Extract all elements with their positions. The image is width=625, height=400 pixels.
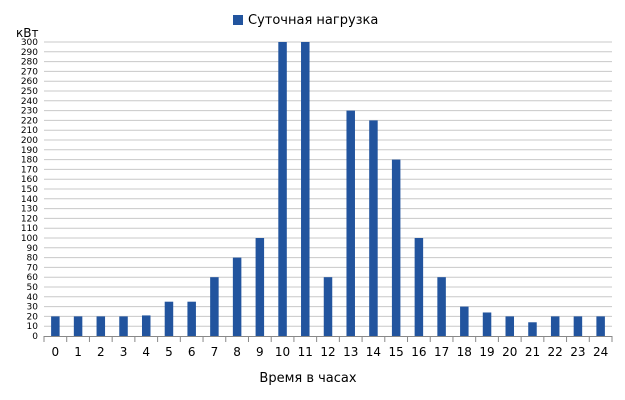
bar xyxy=(323,277,333,336)
bar xyxy=(232,257,242,336)
y-unit-label: кВт xyxy=(16,26,38,40)
y-tick-label: 190 xyxy=(21,146,38,156)
bar xyxy=(164,301,174,336)
y-tick-label: 50 xyxy=(27,283,39,293)
bar xyxy=(278,42,287,336)
legend-label: Суточная нагрузка xyxy=(248,13,378,28)
x-tick-label: 4 xyxy=(142,345,150,359)
y-tick-label: 120 xyxy=(21,214,38,224)
x-tick-label: 8 xyxy=(233,345,241,359)
x-tick-label: 20 xyxy=(502,345,517,359)
y-tick-label: 170 xyxy=(21,165,38,175)
y-tick-label: 130 xyxy=(21,205,38,215)
legend-swatch xyxy=(233,15,243,25)
y-axis-ticks: 0102030405060708090100110120130140150160… xyxy=(21,38,38,342)
bar xyxy=(596,316,605,336)
bar xyxy=(414,238,424,336)
x-tick-label: 15 xyxy=(389,345,404,359)
y-tick-label: 70 xyxy=(27,263,39,273)
y-tick-label: 280 xyxy=(21,58,38,68)
x-tick-label: 22 xyxy=(548,345,563,359)
bar xyxy=(73,316,83,336)
x-tick-label: 7 xyxy=(211,345,219,359)
y-tick-label: 200 xyxy=(21,136,38,146)
y-tick-label: 90 xyxy=(27,244,39,254)
bar xyxy=(528,322,537,336)
y-tick-label: 140 xyxy=(21,195,38,205)
y-tick-label: 300 xyxy=(21,38,38,48)
grid-lines xyxy=(44,41,612,327)
x-tick-label: 6 xyxy=(188,345,196,359)
bar xyxy=(550,316,560,336)
y-tick-label: 220 xyxy=(21,116,38,126)
bar xyxy=(301,42,310,336)
x-tick-label: 18 xyxy=(457,345,472,359)
x-tick-label: 16 xyxy=(411,345,426,359)
y-tick-label: 150 xyxy=(21,185,38,195)
bar xyxy=(391,159,401,336)
y-tick-label: 160 xyxy=(21,175,38,185)
y-tick-label: 290 xyxy=(21,48,38,58)
x-tick-label: 5 xyxy=(165,345,173,359)
x-tick-label: 13 xyxy=(343,345,358,359)
x-tick-label: 2 xyxy=(97,345,105,359)
bar xyxy=(573,316,583,336)
y-tick-label: 230 xyxy=(21,107,38,117)
y-tick-label: 0 xyxy=(32,332,38,342)
y-tick-label: 100 xyxy=(21,234,38,244)
bar xyxy=(210,277,219,336)
y-tick-label: 40 xyxy=(27,293,39,303)
y-tick-label: 110 xyxy=(21,224,38,234)
x-tick-label: 9 xyxy=(256,345,264,359)
x-tick-label: 10 xyxy=(275,345,290,359)
x-tick-label: 12 xyxy=(320,345,335,359)
bar xyxy=(255,238,265,336)
bar xyxy=(437,277,446,336)
bar xyxy=(187,301,196,336)
y-tick-label: 10 xyxy=(27,322,39,332)
bar xyxy=(141,315,151,336)
bar xyxy=(460,306,469,336)
bar xyxy=(51,316,60,336)
x-tick-label: 19 xyxy=(479,345,494,359)
x-tick-label: 17 xyxy=(434,345,449,359)
y-tick-label: 20 xyxy=(27,312,39,322)
y-tick-label: 180 xyxy=(21,156,38,166)
x-tick-label: 1 xyxy=(74,345,82,359)
legend: Суточная нагрузка xyxy=(233,13,378,28)
bar xyxy=(119,316,128,336)
bar xyxy=(96,316,106,336)
x-tick-label: 0 xyxy=(52,345,60,359)
y-tick-label: 80 xyxy=(27,254,39,264)
y-tick-label: 240 xyxy=(21,97,38,107)
y-tick-label: 30 xyxy=(27,303,39,313)
y-tick-label: 250 xyxy=(21,87,38,97)
bar xyxy=(369,120,378,337)
x-axis-title: Время в часах xyxy=(259,371,356,386)
x-tick-label: 24 xyxy=(593,345,608,359)
x-tick-label: 3 xyxy=(120,345,128,359)
x-axis xyxy=(43,336,613,342)
x-tick-label: 11 xyxy=(298,345,313,359)
x-axis-ticks: 0 1 2 3 4 5 6 7 8 9 10 11 12 13 14 15 16 17 18 19 20 21 22 23 24 xyxy=(52,345,609,359)
y-tick-label: 260 xyxy=(21,77,38,87)
bars xyxy=(51,42,605,337)
bar xyxy=(505,316,515,336)
x-tick-label: 14 xyxy=(366,345,381,359)
y-tick-label: 270 xyxy=(21,67,38,77)
x-tick-label: 21 xyxy=(525,345,540,359)
y-tick-label: 210 xyxy=(21,126,38,136)
y-tick-label: 60 xyxy=(27,273,39,283)
bar xyxy=(482,312,492,336)
bar xyxy=(346,110,355,336)
x-tick-label: 23 xyxy=(570,345,585,359)
